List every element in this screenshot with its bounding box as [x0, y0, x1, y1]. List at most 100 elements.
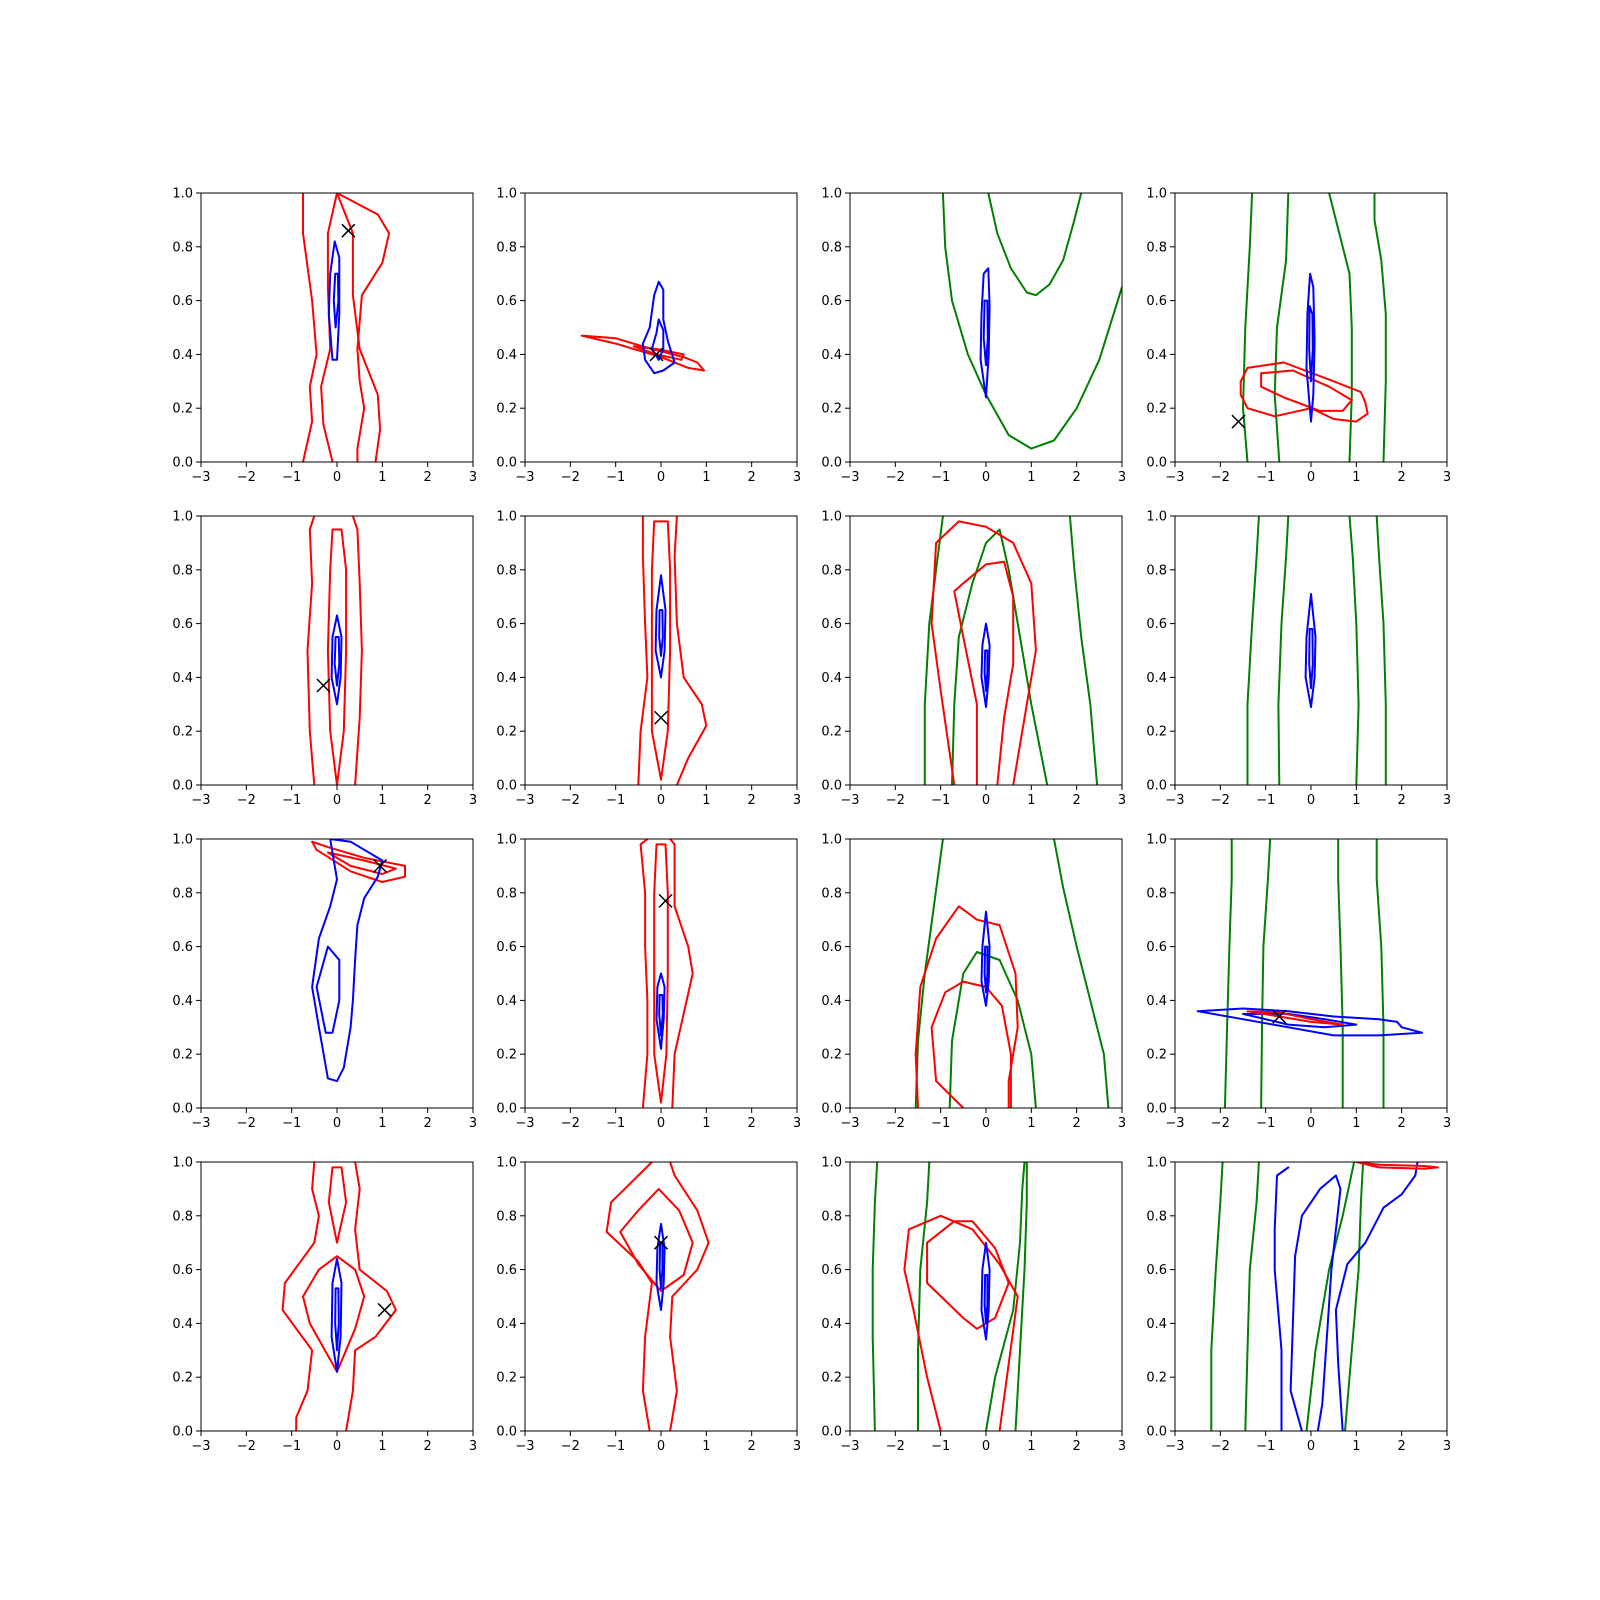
blue-contour-line [1304, 593, 1317, 708]
blue-contour-line [1308, 305, 1314, 383]
x-tick-label: −1 [1256, 1116, 1275, 1131]
green-contour-line [948, 951, 1037, 1108]
x-tick-label: 2 [1398, 470, 1406, 485]
subplot-1-4: −3 −2 −1 0 1 2 3 0.0 0.2 0.4 0.6 0.8 1.0 [1146, 187, 1451, 486]
x-tick-label: −2 [1211, 793, 1230, 808]
green-contour-line [917, 1162, 931, 1431]
red-contour-line [302, 1255, 366, 1373]
y-tick-label: 0.0 [1146, 1102, 1167, 1117]
blue-contour-line [658, 609, 664, 657]
y-tick-label: 0.8 [1146, 886, 1167, 901]
red-contour-line [302, 193, 318, 462]
y-tick-label: 0.4 [821, 1317, 842, 1332]
plot-area [306, 516, 363, 785]
axes-frame [200, 192, 474, 463]
red-contour-line [903, 1214, 1019, 1431]
red-contour-line [326, 851, 397, 875]
x-tick-label: −1 [1256, 470, 1275, 485]
green-contour-line [941, 193, 1122, 450]
x-tick-label: −3 [515, 1116, 534, 1131]
x-tick-label: −2 [1211, 1439, 1230, 1454]
green-contour-line [1273, 193, 1290, 462]
x-tick-label: −1 [282, 793, 301, 808]
x-tick-label: 0 [333, 1116, 341, 1131]
y-tick-label: 0.8 [172, 563, 193, 578]
x-tick-label: −1 [282, 1439, 301, 1454]
y-tick-label: 0.2 [172, 725, 193, 740]
y-tick-label: 1.0 [1146, 187, 1167, 202]
y-tick-label: 0.0 [496, 779, 517, 794]
red-contour-line [336, 193, 391, 462]
red-contour-line [619, 1187, 694, 1293]
x-tick-label: −1 [931, 793, 950, 808]
x-tick-label: 1 [702, 1116, 710, 1131]
y-tick-label: 1.0 [821, 833, 842, 848]
red-contour-line [639, 839, 649, 1108]
subplot-1-1: −3 −2 −1 0 1 2 3 0.0 0.2 0.4 0.6 0.8 1.0 [172, 187, 477, 486]
y-tick-label: 1.0 [496, 187, 517, 202]
green-contour-line [1210, 1162, 1224, 1431]
green-contour-line [1223, 839, 1233, 1108]
x-tick-label: 3 [1443, 470, 1451, 485]
subplot-3-2: −3 −2 −1 0 1 2 3 0.0 0.2 0.4 0.6 0.8 1.0 [496, 833, 801, 1132]
green-contour-line [951, 528, 1049, 785]
x-tick-label: −2 [561, 793, 580, 808]
y-tick-label: 0.4 [496, 348, 517, 363]
x-tick-label: −2 [886, 1439, 905, 1454]
blue-contour-line [315, 945, 341, 1034]
red-contour-line [351, 516, 363, 785]
green-contour-line [1344, 1162, 1365, 1431]
x-tick-label: 0 [1307, 470, 1315, 485]
subplot-2-3: −3 −2 −1 0 1 2 3 0.0 0.2 0.4 0.6 0.8 1.0 [821, 510, 1126, 809]
subplot-1-2: −3 −2 −1 0 1 2 3 0.0 0.2 0.4 0.6 0.8 1.0 [496, 187, 801, 486]
x-marker [653, 710, 669, 725]
plot-area [311, 839, 406, 1083]
x-tick-label: 3 [793, 470, 801, 485]
blue-contour-line [980, 622, 991, 708]
plot-area [302, 193, 391, 462]
y-tick-label: 1.0 [1146, 1156, 1167, 1171]
x-tick-label: 3 [793, 1439, 801, 1454]
y-tick-label: 0.6 [821, 940, 842, 955]
x-tick-label: 0 [657, 470, 665, 485]
red-contour-line [637, 516, 649, 785]
subplot-4-4: −3 −2 −1 0 1 2 3 0.0 0.2 0.4 0.6 0.8 1.0 [1146, 1156, 1451, 1455]
x-tick-label: 0 [333, 1439, 341, 1454]
x-tick-label: −2 [237, 1116, 256, 1131]
plot-area [637, 516, 708, 785]
y-tick-label: 0.2 [496, 1371, 517, 1386]
blue-contour-line [332, 272, 340, 329]
y-tick-label: 0.6 [496, 294, 517, 309]
green-contour-line [1277, 516, 1290, 785]
x-tick-label: −3 [1165, 1439, 1184, 1454]
x-tick-label: 0 [333, 470, 341, 485]
x-tick-label: −1 [282, 1116, 301, 1131]
subplot-2-2: −3 −2 −1 0 1 2 3 0.0 0.2 0.4 0.6 0.8 1.0 [496, 510, 801, 809]
x-tick-label: 3 [1118, 793, 1126, 808]
y-tick-label: 0.2 [496, 1048, 517, 1063]
y-tick-label: 0.2 [1146, 1048, 1167, 1063]
x-tick-label: 2 [1073, 470, 1081, 485]
y-tick-label: 1.0 [821, 1156, 842, 1171]
x-tick-label: 2 [748, 1116, 756, 1131]
y-tick-label: 1.0 [172, 1156, 193, 1171]
y-tick-label: 0.0 [821, 779, 842, 794]
red-contour-line [281, 1162, 320, 1431]
blue-contour-line [334, 1287, 340, 1352]
x-tick-label: 0 [657, 1116, 665, 1131]
x-tick-label: 3 [1118, 1439, 1126, 1454]
plot-area [1196, 839, 1424, 1108]
red-contour-line [336, 193, 382, 462]
y-tick-label: 0.4 [821, 348, 842, 363]
plot-area [1246, 516, 1387, 785]
y-tick-label: 0.0 [172, 456, 193, 471]
axes-frame [849, 1161, 1123, 1432]
y-tick-label: 0.4 [172, 348, 193, 363]
y-tick-label: 0.2 [172, 1371, 193, 1386]
blue-contour-line [650, 318, 665, 361]
x-tick-label: −3 [1165, 470, 1184, 485]
x-tick-label: 0 [1307, 1439, 1315, 1454]
y-tick-label: 0.0 [172, 779, 193, 794]
x-tick-label: 3 [1443, 793, 1451, 808]
y-tick-label: 1.0 [172, 187, 193, 202]
